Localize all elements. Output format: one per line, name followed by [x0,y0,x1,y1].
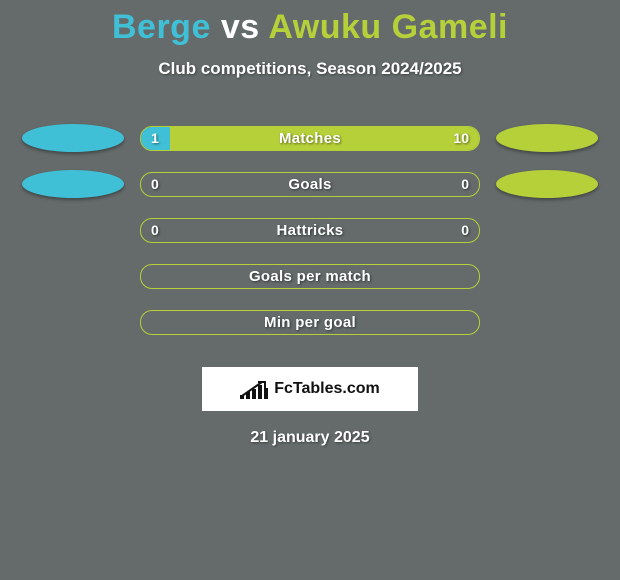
chart-icon [240,379,268,399]
player2-marker-slot [496,170,598,198]
subtitle: Club competitions, Season 2024/2025 [0,59,620,79]
stats-rows: 110Matches 00Goals 00Hattricks Goals per ma… [0,115,620,345]
stat-row: 110Matches [0,115,620,161]
footer-date: 21 january 2025 [0,429,620,447]
stat-bar: 00Hattricks [140,218,480,243]
stat-bar: Min per goal [140,310,480,335]
player1-marker-slot [22,170,124,198]
player2-marker [496,124,598,152]
player1-marker [22,124,124,152]
player1-marker-slot [22,262,124,290]
player2-marker [496,170,598,198]
title-player2: Awuku Gameli [268,8,508,46]
stat-label: Hattricks [141,219,479,242]
player1-marker-slot [22,216,124,244]
stat-bar: 00Goals [140,172,480,197]
stat-row: 00Hattricks [0,207,620,253]
logo-text: FcTables.com [274,380,380,398]
stat-row: Min per goal [0,299,620,345]
player2-marker-slot [496,262,598,290]
stat-label: Goals [141,173,479,196]
title-vs: vs [221,8,260,46]
stat-row: 00Goals [0,161,620,207]
logo-box: FcTables.com [202,367,418,411]
stat-label: Goals per match [141,265,479,288]
stat-label: Matches [141,127,479,150]
stat-bar: 110Matches [140,126,480,151]
page-title: Berge vs Awuku Gameli [0,0,620,47]
stat-label: Min per goal [141,311,479,334]
player2-marker-slot [496,308,598,336]
player1-marker-slot [22,124,124,152]
player2-marker-slot [496,216,598,244]
player1-marker [22,170,124,198]
title-player1: Berge [112,8,211,46]
player1-marker-slot [22,308,124,336]
player2-marker-slot [496,124,598,152]
stat-bar: Goals per match [140,264,480,289]
stat-row: Goals per match [0,253,620,299]
